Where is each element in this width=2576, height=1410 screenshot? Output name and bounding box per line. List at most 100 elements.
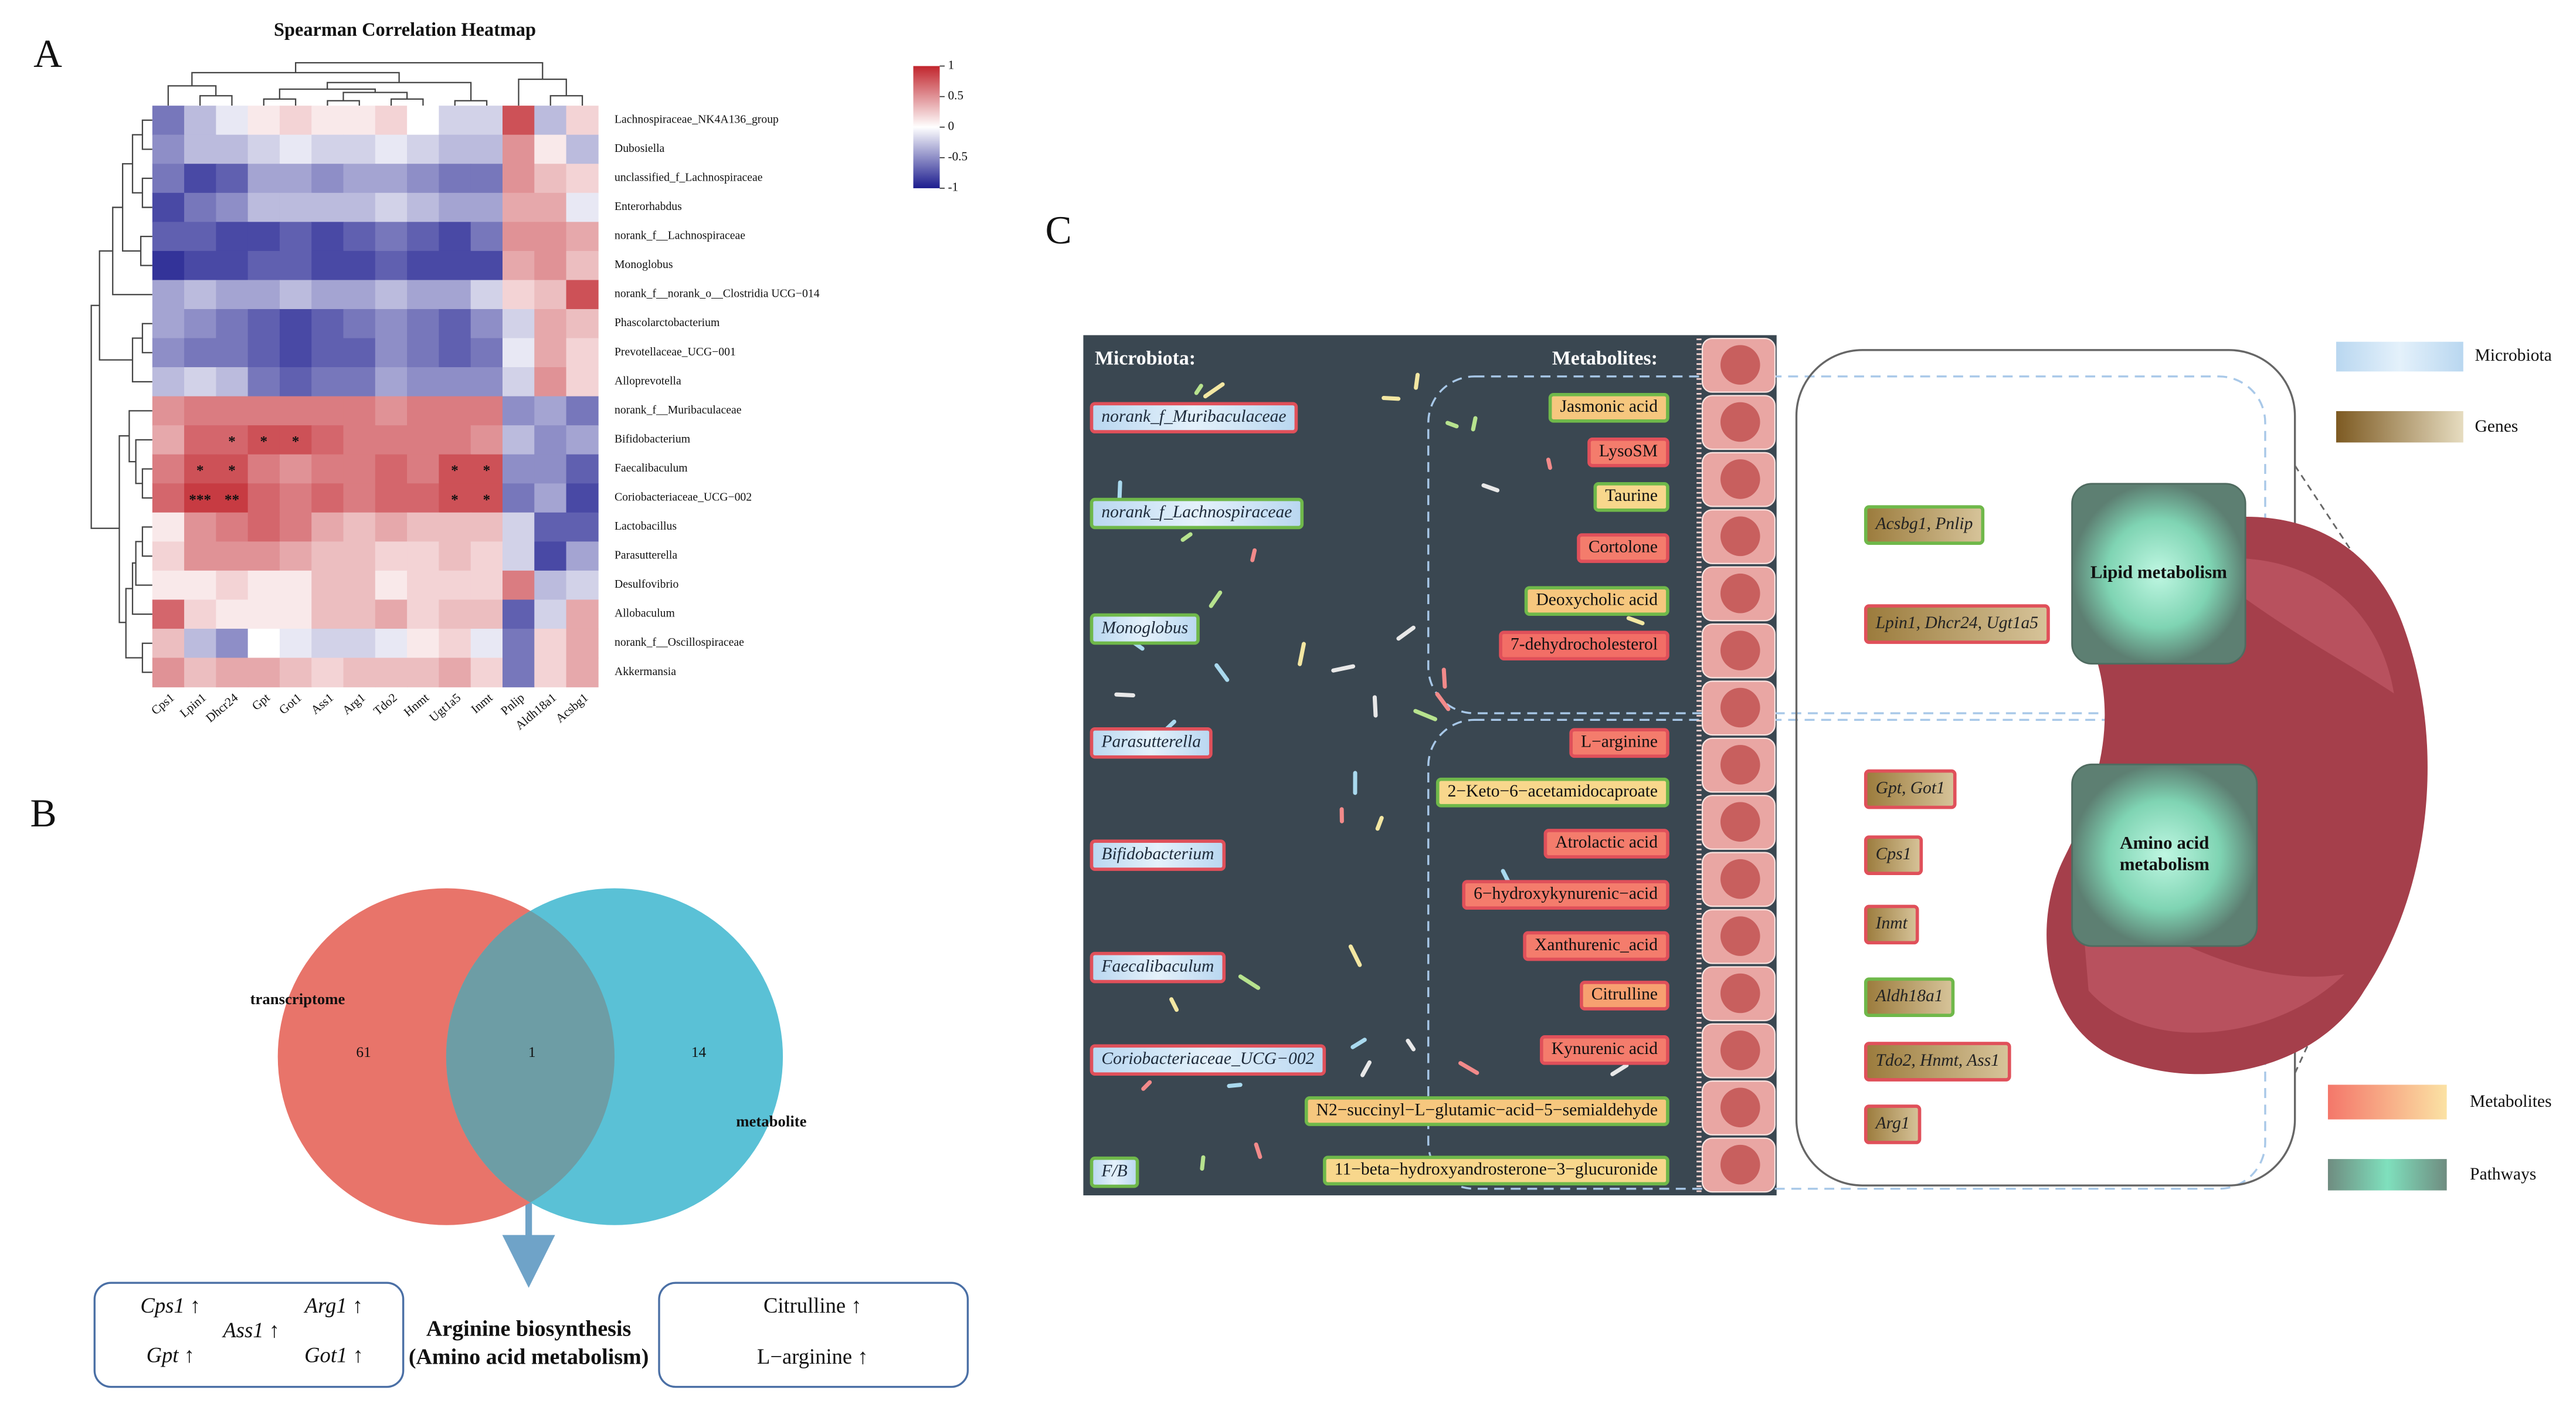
- heatmap-cell: [279, 454, 313, 484]
- heatmap-cell: [534, 222, 567, 252]
- heatmap-cell: [184, 164, 217, 194]
- heatmap-cell: [343, 628, 376, 659]
- heatmap-cell: [407, 309, 440, 339]
- heatmap-cell: [343, 309, 376, 339]
- heatmap-cell: [470, 106, 503, 135]
- metabolite: 7-dehydrocholesterol: [1511, 635, 1658, 653]
- heatmap-cell: [152, 106, 185, 135]
- gene-item: Cps1 ↑: [140, 1293, 201, 1317]
- heatmap-cell: [247, 106, 280, 135]
- heading: Microbiota:: [1095, 347, 1196, 369]
- heatmap-cell: [407, 570, 440, 601]
- colorbar-label: -0.5: [948, 150, 968, 164]
- heatmap-cell: [470, 134, 503, 165]
- heatmap-cell: [439, 338, 471, 368]
- legend-label: Genes: [2475, 417, 2518, 436]
- heatmap-cell: [311, 599, 344, 629]
- heatmap-cell: [184, 338, 217, 368]
- metabolite: Deoxycholic acid: [1536, 590, 1658, 609]
- significance-mark: ***: [189, 492, 211, 508]
- amino-region: [1427, 718, 2266, 1190]
- heatmap-cell: [502, 309, 535, 339]
- heatmap-cell: [534, 454, 567, 484]
- bacterium: [1396, 625, 1416, 641]
- gene: Cps1: [1876, 845, 1912, 863]
- bacterium: [1372, 695, 1378, 718]
- gene-box: [1864, 505, 1985, 545]
- heatmap-cell: [216, 396, 249, 426]
- colorbar-label: 0: [948, 119, 955, 133]
- heatmap-cell: [407, 541, 440, 571]
- heatmap-cell: [247, 367, 280, 397]
- heatmap-cell: [216, 250, 249, 281]
- heatmap-cell: [407, 338, 440, 368]
- heatmap-cell: [152, 134, 185, 165]
- row-label: Parasutterella: [615, 549, 677, 562]
- microbiota-box: [1090, 613, 1200, 645]
- heatmap-cell: [375, 367, 408, 397]
- heatmap-cell: [534, 106, 567, 135]
- heatmap-cell: [439, 599, 471, 629]
- pathway-label: Amino acid: [2120, 832, 2209, 853]
- heatmap-cell: [247, 164, 280, 194]
- bacterium: [1194, 384, 1203, 395]
- heatmap-cell: [470, 454, 503, 484]
- row-label: Monoglobus: [615, 258, 673, 271]
- metabolite: Jasmonic acid: [1560, 397, 1658, 416]
- cell-nucleus: [1720, 573, 1760, 614]
- heatmap-cell: [279, 657, 313, 687]
- heatmap-cell: [470, 164, 503, 194]
- significance-mark: *: [451, 492, 459, 508]
- metabolite: Cortolone: [1589, 537, 1658, 556]
- metabolite: 11−beta−hydroxyandrosterone−3−glucuronid…: [1335, 1160, 1658, 1179]
- heatmap-cell: [343, 338, 376, 368]
- venn-label: metabolite: [736, 1112, 806, 1130]
- heatmap-cell: [152, 512, 185, 543]
- bacterium: [1250, 548, 1257, 562]
- microbiota: Parasutterella: [1101, 733, 1201, 751]
- heatmap-cell: [343, 512, 376, 543]
- metabolite: Citrulline: [1591, 985, 1658, 1004]
- heatmap-cell: [216, 512, 249, 543]
- significance-mark: **: [225, 492, 239, 508]
- heatmap-cell: [470, 570, 503, 601]
- gene-box: [93, 1282, 405, 1388]
- heatmap-cell: [343, 483, 376, 513]
- bacterium: [1458, 1061, 1479, 1075]
- venn-overlap: [446, 888, 615, 1225]
- row-label: norank_f__Muribaculaceae: [615, 404, 742, 416]
- heatmap-cell: [470, 309, 503, 339]
- heatmap-cell: [439, 134, 471, 165]
- legend-swatch: [2327, 1084, 2447, 1120]
- heatmap-cell: [534, 250, 567, 281]
- cell-nucleus: [1720, 687, 1760, 728]
- bacterium: [1117, 480, 1122, 502]
- heatmap-cell: [343, 454, 376, 484]
- heatmap-cell: [152, 483, 185, 513]
- heatmap-cell: [375, 280, 408, 310]
- pathway-box: [2071, 763, 2258, 947]
- gene: Acsbg1, Pnlip: [1875, 514, 1973, 533]
- heatmap-cell: [311, 541, 344, 571]
- caption: Arginine biosynthesis: [426, 1317, 631, 1341]
- heatmap-cell: [216, 280, 249, 310]
- metabolite: Taurine: [1605, 486, 1658, 505]
- heatmap-cell: [375, 541, 408, 571]
- heatmap-cell: [343, 396, 376, 426]
- heatmap-cell: [216, 338, 249, 368]
- gene-item: Got1 ↑: [304, 1343, 364, 1367]
- heatmap-cell: [343, 541, 376, 571]
- bacterium: [1360, 1060, 1372, 1077]
- heatmap-cell: [470, 222, 503, 252]
- heatmap-cell: [375, 164, 408, 194]
- heatmap-cell: [502, 134, 535, 165]
- column-label: Cps1: [148, 690, 177, 717]
- row-label: Coriobacteriaceae_UCG−002: [615, 491, 752, 504]
- bacterium: [1435, 692, 1451, 711]
- heatmap-cell: [343, 134, 376, 165]
- microbiota: F/B: [1101, 1161, 1127, 1180]
- heatmap-cell: [566, 396, 599, 426]
- heatmap-cell: [279, 164, 313, 194]
- heatmap-cell: [152, 425, 185, 455]
- heatmap-cell: [407, 425, 440, 455]
